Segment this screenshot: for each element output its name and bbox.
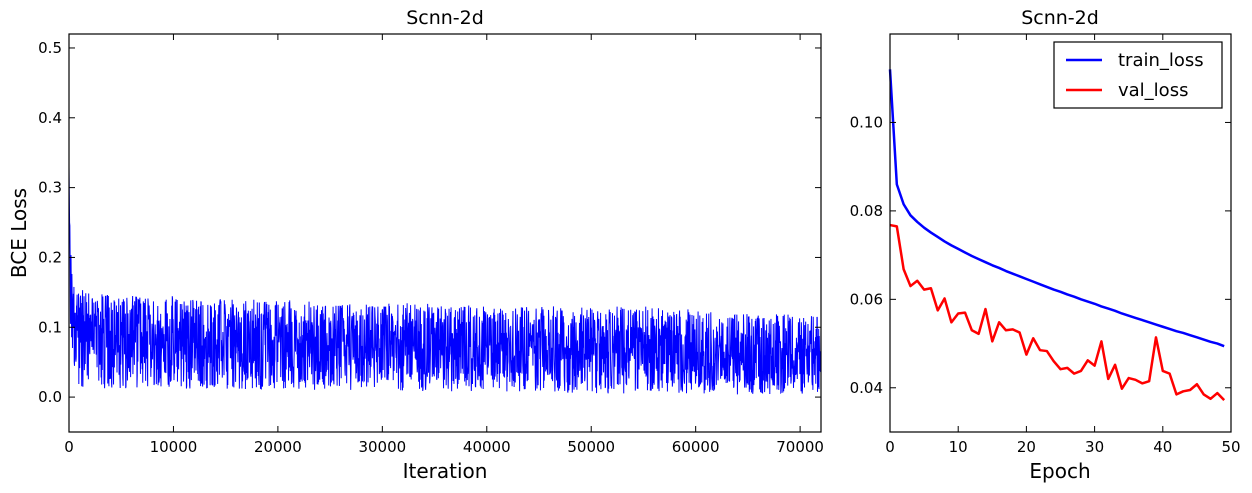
- x-tick-label: 70000: [776, 438, 824, 456]
- y-tick-label: 0.4: [38, 109, 62, 127]
- y-tick-label: 0.2: [38, 248, 62, 266]
- left-y-axis-label: BCE Loss: [7, 188, 31, 278]
- series-line-iteration-loss: [68, 166, 822, 395]
- left-axes-frame: [68, 33, 822, 433]
- x-tick-label: 0: [885, 438, 895, 456]
- right-chart-title: Scnn-2d: [1021, 7, 1099, 29]
- y-tick-label: 0.1: [38, 318, 62, 336]
- y-tick-label: 0.04: [850, 379, 883, 397]
- x-tick-label: 10: [949, 438, 968, 456]
- legend-box: [1053, 41, 1223, 109]
- x-tick-label: 0: [64, 438, 74, 456]
- x-tick-label: 30000: [358, 438, 406, 456]
- x-tick-label: 20000: [254, 438, 302, 456]
- x-tick-label: 60000: [672, 438, 720, 456]
- x-tick-label: 40: [1153, 438, 1172, 456]
- legend-label-val-loss: val_loss: [1118, 80, 1188, 101]
- legend-label-train-loss: train_loss: [1118, 50, 1204, 71]
- series-line-val-loss: [889, 223, 1226, 402]
- x-tick-label: 20: [1017, 438, 1036, 456]
- series-line-train-loss: [888, 69, 1225, 348]
- y-tick-label: 0.08: [850, 202, 883, 220]
- right-x-axis-label: Epoch: [1029, 459, 1090, 483]
- y-tick-label: 0.10: [850, 113, 883, 131]
- x-tick-label: 10000: [150, 438, 198, 456]
- y-tick-label: 0.5: [38, 39, 62, 57]
- y-tick-label: 0.3: [38, 179, 62, 197]
- left-chart-title: Scnn-2d: [406, 7, 484, 29]
- x-tick-label: 30: [1085, 438, 1104, 456]
- x-tick-label: 50000: [567, 438, 615, 456]
- x-tick-label: 40000: [463, 438, 511, 456]
- left-x-axis-label: Iteration: [403, 459, 488, 483]
- legend: train_loss val_loss: [1053, 41, 1223, 109]
- epoch-loss-chart: Scnn-2d 0 10 20 30 40 50 0.04 0.06 0.08 0.10 Epo…: [850, 7, 1241, 483]
- x-tick-label: 50: [1221, 438, 1240, 456]
- right-axes-frame: [889, 33, 1232, 433]
- left-x-ticks: 0 10000 20000 30000 40000 50000 60000 70000: [64, 34, 824, 456]
- iteration-loss-chart: Scnn-2d 0 10000 20000 30000 40000 50000 60000 7…: [7, 7, 824, 483]
- right-plot-area: [888, 69, 1226, 402]
- right-x-ticks: 0 10 20 30 40 50: [885, 34, 1241, 456]
- left-y-ticks: 0.0 0.1 0.2 0.3 0.4 0.5: [38, 39, 821, 406]
- y-tick-label: 0.0: [38, 388, 62, 406]
- y-tick-label: 0.06: [850, 290, 883, 308]
- right-y-ticks: 0.04 0.06 0.08 0.10: [850, 113, 1231, 397]
- left-plot-area: [68, 166, 822, 395]
